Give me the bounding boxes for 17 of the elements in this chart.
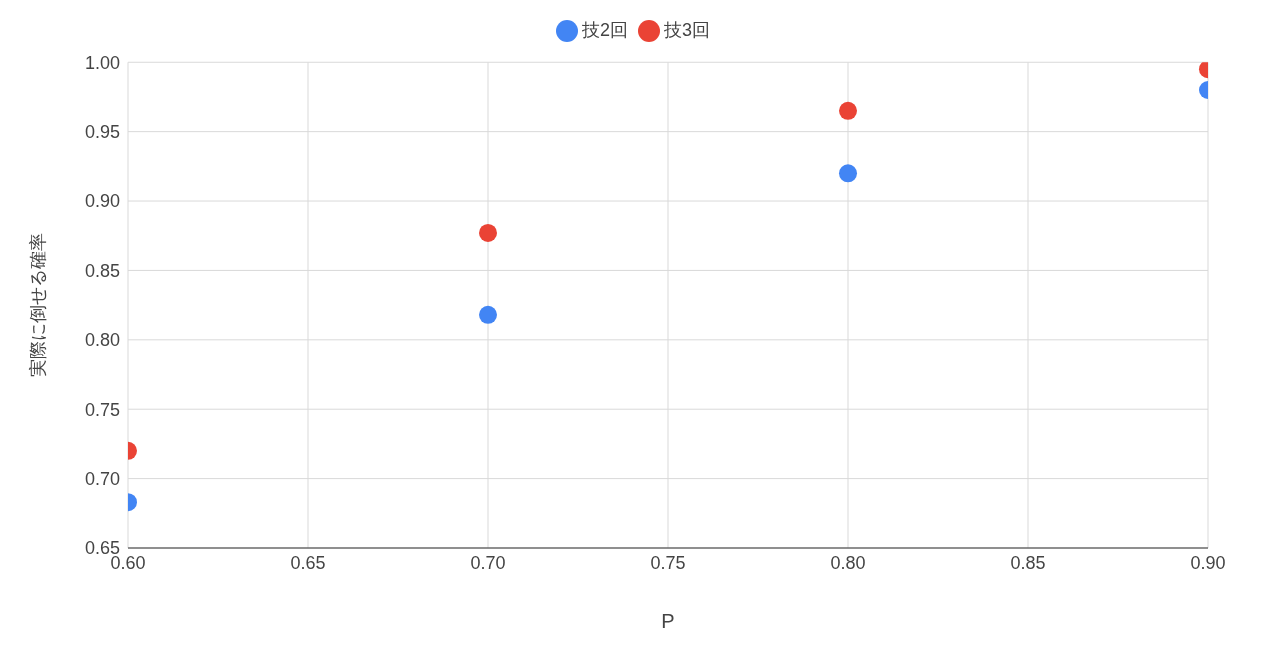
x-tick-label: 0.75 <box>650 552 686 573</box>
y-tick-label: 0.75 <box>84 399 120 420</box>
y-tick-label: 0.95 <box>84 122 120 143</box>
y-axis-title: 実際に倒せる確率 <box>28 233 49 378</box>
y-tick-label: 0.80 <box>84 330 120 351</box>
x-tick-label: 0.90 <box>1190 552 1226 573</box>
x-tick-label: 0.65 <box>290 552 326 573</box>
y-tick-label: 0.85 <box>84 260 120 281</box>
y-tick-label: 1.00 <box>84 52 120 73</box>
x-tick-label: 0.85 <box>1010 552 1046 573</box>
legend-label: 技2回 <box>581 20 628 40</box>
y-tick-label: 0.70 <box>84 469 120 489</box>
x-tick-label: 0.80 <box>830 552 866 573</box>
x-axis-title: P <box>661 610 675 632</box>
legend-label: 技3回 <box>664 20 711 40</box>
y-tick-label: 0.90 <box>84 191 120 212</box>
x-tick-label: 0.70 <box>470 552 506 573</box>
